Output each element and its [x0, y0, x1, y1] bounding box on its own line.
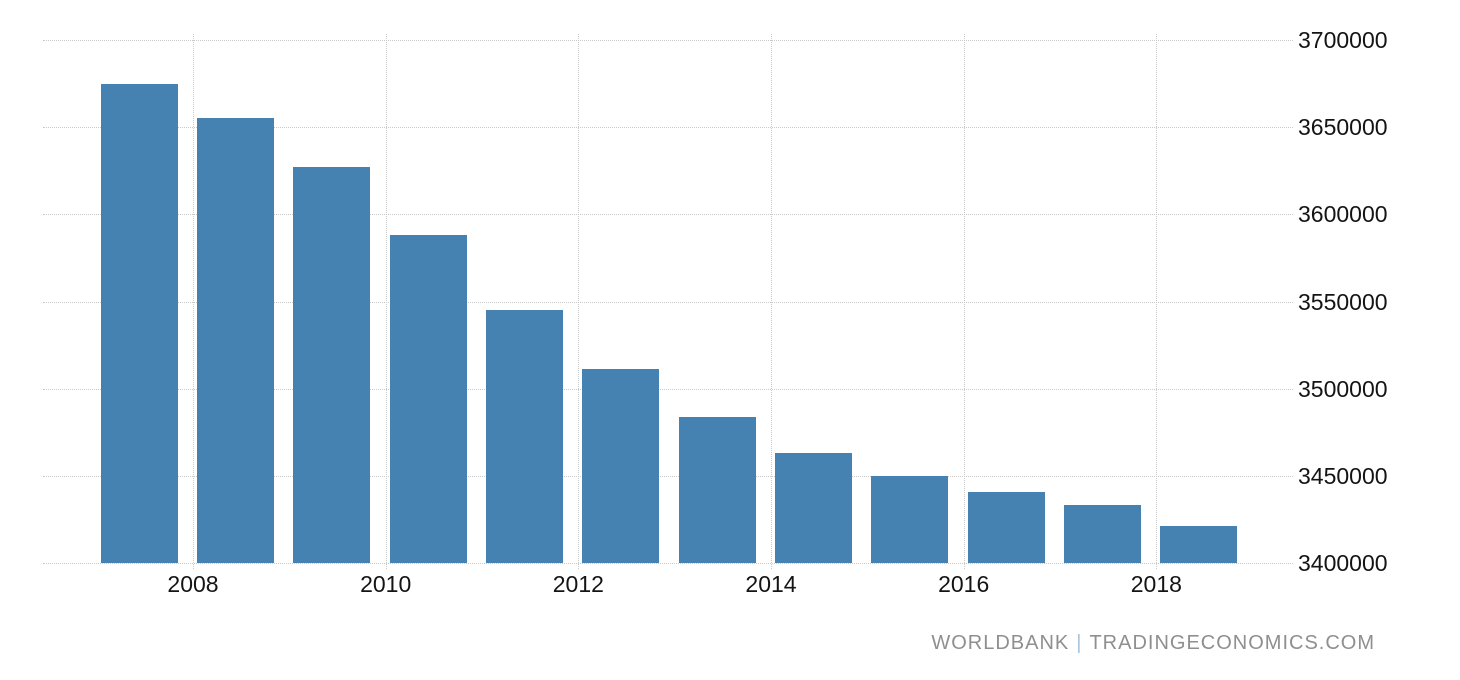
- y-tick-label: 3650000: [1298, 114, 1388, 141]
- x-tick-label: 2014: [745, 571, 797, 597]
- watermark-separator: |: [1076, 632, 1083, 654]
- bar-2016[interactable]: [967, 491, 1045, 563]
- h-gridline: [43, 301, 1293, 303]
- y-tick-label: 3500000: [1298, 375, 1388, 402]
- x-tick-label: 2012: [552, 571, 604, 597]
- x-tick-label: 2008: [167, 571, 219, 597]
- bar-2012[interactable]: [582, 369, 660, 563]
- y-tick-label: 3400000: [1298, 550, 1388, 576]
- h-gridline: [43, 40, 1293, 41]
- y-tick-label: 3550000: [1298, 288, 1388, 315]
- v-gridline: [578, 34, 580, 569]
- h-gridline: [43, 475, 1293, 477]
- bar-2008[interactable]: [196, 118, 274, 563]
- bar-2014[interactable]: [774, 453, 852, 563]
- bar-2010[interactable]: [389, 235, 467, 563]
- watermark: WORLDBANK | TRADINGECONOMICS.COM: [931, 632, 1375, 655]
- bar-2018[interactable]: [1160, 526, 1238, 563]
- watermark-source: WORLDBANK: [931, 632, 1070, 654]
- h-gridline: [43, 563, 1293, 564]
- x-tick-label: 2018: [1130, 571, 1182, 597]
- v-gridline: [963, 34, 965, 569]
- v-gridline: [771, 34, 772, 569]
- bar-2011[interactable]: [485, 310, 563, 563]
- v-gridline: [385, 34, 387, 569]
- bar-2007[interactable]: [100, 83, 178, 563]
- v-gridline: [193, 34, 195, 569]
- h-gridline: [43, 214, 1293, 216]
- y-tick-label: 3450000: [1298, 462, 1388, 489]
- bar-2015[interactable]: [871, 475, 949, 563]
- bar-2013[interactable]: [678, 416, 756, 563]
- h-gridline: [43, 388, 1293, 390]
- v-gridline: [1156, 34, 1158, 569]
- y-tick-label: 3600000: [1298, 201, 1388, 228]
- h-gridline: [43, 127, 1293, 129]
- x-tick-label: 2016: [938, 571, 990, 597]
- watermark-site: TRADINGECONOMICS.COM: [1089, 632, 1375, 654]
- bar-2009[interactable]: [293, 167, 371, 563]
- bar-2017[interactable]: [1063, 505, 1141, 563]
- x-tick-label: 2010: [360, 571, 412, 597]
- y-tick-label: 3700000: [1298, 27, 1388, 53]
